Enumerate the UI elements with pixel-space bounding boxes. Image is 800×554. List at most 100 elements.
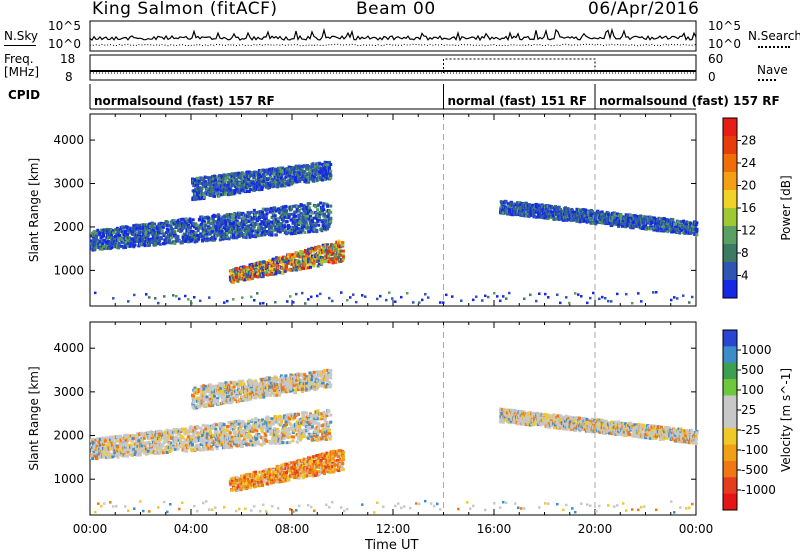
echo-cell xyxy=(232,280,236,284)
echo-cell xyxy=(439,508,442,511)
echo-cell xyxy=(240,231,244,235)
echo-cell xyxy=(637,225,641,229)
echo-cell xyxy=(268,263,272,267)
echo-cell xyxy=(496,295,499,298)
echo-cell xyxy=(660,219,664,223)
echo-cell xyxy=(685,507,688,510)
echo-cell xyxy=(273,174,277,178)
echo-cell xyxy=(191,224,194,228)
echo-cell xyxy=(221,183,225,187)
nave-legend-line xyxy=(758,79,776,81)
echo-cell xyxy=(436,502,439,506)
echo-cell xyxy=(226,235,230,239)
echo-cell xyxy=(232,273,236,277)
echo-cell xyxy=(294,214,298,218)
echo-cell xyxy=(307,260,311,264)
echo-cell xyxy=(230,235,234,239)
echo-cell xyxy=(176,236,180,240)
echo-cell xyxy=(234,215,238,219)
echo-cell xyxy=(296,262,300,266)
echo-cell xyxy=(225,229,229,233)
echo-cell xyxy=(296,219,300,223)
echo-cell xyxy=(308,202,312,206)
echo-cell xyxy=(403,505,406,508)
echo-cell xyxy=(382,505,385,508)
echo-cell xyxy=(211,217,215,221)
echo-cell xyxy=(202,195,206,199)
echo-cell xyxy=(158,242,162,246)
echo-cell xyxy=(271,257,275,261)
echo-cell xyxy=(642,214,646,218)
echo-cell xyxy=(691,295,694,299)
echo-cell xyxy=(606,212,610,216)
echo-cell xyxy=(237,171,241,175)
echo-cell xyxy=(338,252,342,256)
echo-cell xyxy=(589,504,592,507)
echo-cell xyxy=(538,506,541,509)
echo-cell xyxy=(245,174,249,178)
echo-cell xyxy=(156,226,160,230)
echo-cell xyxy=(322,173,326,177)
echo-cell xyxy=(250,509,253,512)
echo-cell xyxy=(199,197,203,201)
echo-cell xyxy=(580,295,583,298)
echo-cell xyxy=(173,220,177,224)
echo-cell xyxy=(205,235,209,239)
echo-cell xyxy=(307,217,311,221)
echo-cell xyxy=(314,214,318,218)
echo-cell xyxy=(451,295,454,298)
echo-cell xyxy=(300,253,304,257)
echo-cell xyxy=(268,258,272,262)
echo-cell xyxy=(548,207,552,211)
echo-cell xyxy=(394,300,397,303)
echo-cell xyxy=(269,261,273,265)
echo-cell xyxy=(291,253,295,257)
echo-cell xyxy=(192,236,196,240)
echo-cell xyxy=(552,214,556,218)
echo-cell xyxy=(302,207,306,211)
echo-cell xyxy=(270,231,274,235)
echo-cell xyxy=(281,166,285,170)
echo-cell xyxy=(189,238,193,242)
echo-cell xyxy=(484,294,487,298)
echo-cell xyxy=(194,231,198,235)
echo-cell xyxy=(177,224,181,228)
echo-cell xyxy=(239,176,243,180)
echo-cell xyxy=(309,228,313,232)
echo-cell xyxy=(305,217,309,221)
echo-cell xyxy=(229,221,233,225)
echo-cell xyxy=(291,166,295,170)
echo-cell xyxy=(323,215,327,219)
echo-cell xyxy=(208,184,212,188)
echo-cell xyxy=(302,216,306,220)
echo-cell xyxy=(206,221,210,225)
echo-cell xyxy=(543,205,547,209)
echo-cell xyxy=(194,227,198,231)
echo-cell xyxy=(235,212,239,216)
echo-cell xyxy=(521,208,525,212)
echo-cell xyxy=(283,223,287,227)
echo-cell xyxy=(274,233,278,237)
echo-cell xyxy=(518,203,522,207)
echo-cell xyxy=(166,220,170,224)
echo-cell xyxy=(214,183,218,187)
echo-cell xyxy=(305,173,309,177)
echo-cell xyxy=(187,298,190,301)
echo-cell xyxy=(307,503,310,507)
nsky-tick-top: 10^5 xyxy=(48,19,81,33)
echo-cell xyxy=(551,211,555,215)
echo-cell xyxy=(108,241,112,245)
echo-cell xyxy=(555,205,559,209)
echo-cell xyxy=(311,162,315,166)
echo-cell xyxy=(269,206,273,210)
echo-cell xyxy=(173,231,177,235)
echo-cell xyxy=(286,212,290,216)
echo-cell xyxy=(262,218,266,222)
echo-cell xyxy=(290,207,294,211)
echo-cell xyxy=(232,298,235,301)
echo-cell xyxy=(327,260,331,264)
echo-cell xyxy=(93,229,97,233)
echo-cell xyxy=(95,234,99,238)
echo-cell xyxy=(264,217,268,221)
